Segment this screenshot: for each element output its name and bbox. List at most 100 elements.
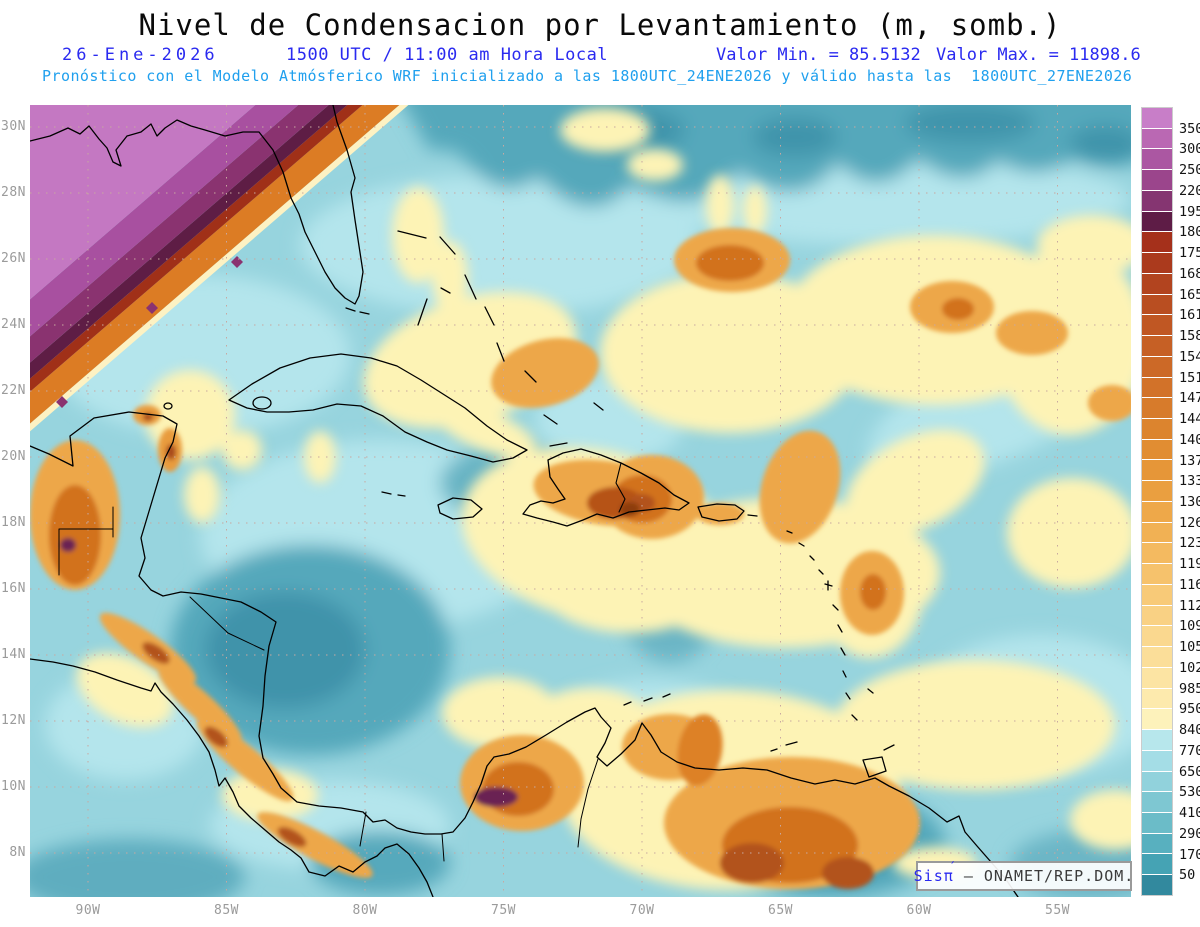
colorbar-block: [1142, 564, 1172, 584]
lon-tick-label: 70W: [629, 903, 655, 918]
colorbar-block: [1142, 419, 1172, 439]
value-max-label: Valor Max. = 11898.6: [936, 45, 1141, 65]
colorbar-tick-label: 2500: [1179, 162, 1200, 179]
colorbar-tick-label: 1615: [1179, 307, 1200, 324]
colorbar-tick-label: 650: [1179, 763, 1200, 780]
lat-tick-label: 24N: [1, 317, 26, 332]
colorbar-tick-label: 770: [1179, 742, 1200, 759]
band-diamond: [231, 256, 243, 268]
colorbar-block: [1142, 439, 1172, 460]
colorbar-block: [1142, 336, 1172, 356]
colorbar-tick-label: 985: [1179, 680, 1200, 697]
valid-time: 1500 UTC / 11:00 am Hora Local: [286, 45, 609, 65]
lon-tick-label: 85W: [214, 903, 239, 918]
colorbar-tick-label: 530: [1179, 784, 1200, 801]
colorbar-tick-label: 840: [1179, 722, 1200, 739]
coast-trinidad-tobago: [862, 744, 895, 778]
coastlines: [30, 105, 1019, 897]
colorbar-block: [1142, 128, 1172, 149]
colorbar-tick-label: 1800: [1179, 224, 1200, 241]
value-min-label: Valor Min. = 85.5132: [716, 45, 921, 65]
colorbar-tick-label: 1545: [1179, 348, 1200, 365]
colorbar-tick-label: 290: [1179, 825, 1200, 842]
border-haiti-dr: [615, 462, 626, 513]
colorbar-tick-label: 1160: [1179, 576, 1200, 593]
colorbar-block: [1142, 170, 1172, 190]
lon-tick-label: 60W: [906, 903, 932, 918]
colorbar-block: [1142, 647, 1172, 667]
lon-tick-label: 90W: [75, 903, 101, 918]
coast-tortuga: [549, 442, 568, 447]
coast-jamaica: [437, 497, 483, 520]
colorbar-block: [1142, 771, 1172, 792]
band-diamond: [56, 396, 68, 408]
colorbar-block: [1142, 273, 1172, 294]
colorbar-block: [1142, 232, 1172, 253]
colorbar-block: [1142, 149, 1172, 170]
colorbar-block: [1142, 605, 1172, 626]
coast-gulf-florida: [30, 105, 364, 305]
colorbar-tick-label: 1440: [1179, 411, 1200, 428]
colorbar-tick-label: 50: [1179, 867, 1196, 884]
watermark-brand: Sisπ ´: [913, 860, 957, 885]
colorbar-block: [1142, 750, 1172, 771]
coast-lesser-antilles: [786, 530, 874, 721]
lon-tick-label: 80W: [352, 903, 378, 918]
colorbar-block: [1142, 398, 1172, 419]
lat-tick-label: 18N: [1, 515, 26, 530]
coast-cuba: [228, 353, 528, 463]
colorbar-block: [1142, 543, 1172, 564]
colorbar-block: [1142, 211, 1172, 232]
colorbar-block: [1142, 190, 1172, 211]
lat-tick-label: 22N: [1, 383, 26, 398]
nw-high-lcl-band: [30, 105, 409, 432]
colorbar-block: [1142, 356, 1172, 377]
lat-tick-label: 14N: [1, 647, 26, 662]
lat-tick-label: 16N: [1, 581, 26, 596]
colorbar-tick-label: 1020: [1179, 659, 1200, 676]
watermark-source: – ONAMET/REP.DOM.: [963, 867, 1135, 885]
watermark-badge: Sisπ ´ – ONAMET/REP.DOM.: [913, 860, 1135, 891]
lat-tick-label: 28N: [1, 185, 26, 200]
colorbar-tick-label: 1580: [1179, 328, 1200, 345]
colorbar-block: [1142, 833, 1172, 854]
forecast-init-line: Pronóstico con el Modelo Atmósferico WRF…: [42, 67, 1133, 85]
colorbar-block: [1142, 522, 1172, 543]
colorbar-block: [1142, 315, 1172, 336]
lat-tick-label: 10N: [1, 779, 26, 794]
colorbar-tick-label: 1055: [1179, 639, 1200, 656]
colorbar-tick-label: 950: [1179, 701, 1200, 718]
colorbar-block: [1142, 709, 1172, 730]
colorbar-block: [1142, 730, 1172, 750]
colorbar-tick-label: 1650: [1179, 286, 1200, 303]
colorbar-tick-label: 1195: [1179, 556, 1200, 573]
map-canvas: [30, 105, 1131, 897]
coast-pacific-central-america: [30, 658, 434, 897]
colorbar-tick-label: 1370: [1179, 452, 1200, 469]
colorbar-block: [1142, 688, 1172, 709]
valid-date: 26-Ene-2026: [62, 45, 219, 65]
colorbar-tick-label: 1300: [1179, 494, 1200, 510]
coast-cozumel: [163, 402, 173, 410]
coast-isla-juventud: [252, 396, 272, 410]
colorbar-tick-label: 3000: [1179, 141, 1200, 158]
colorbar-block: [1142, 481, 1172, 501]
colorbar-block: [1142, 460, 1172, 481]
lat-tick-label: 8N: [9, 845, 26, 860]
coast-cayman: [381, 491, 406, 497]
colorbar-tick-label: 1475: [1179, 390, 1200, 407]
lat-tick-label: 26N: [1, 251, 26, 266]
colorbar-tick-label: 1090: [1179, 618, 1200, 635]
coast-yucatan-central-america: [30, 411, 1019, 897]
colorbar-tick-label: 1230: [1179, 535, 1200, 552]
watermark-accent: ´: [948, 860, 957, 874]
colorbar-block: [1142, 377, 1172, 398]
colorbar-tick-label: 1405: [1179, 431, 1200, 448]
colorbar-block: [1142, 501, 1172, 522]
colorbar: [1141, 107, 1173, 896]
colorbar-block: [1142, 854, 1172, 875]
colorbar-tick-label: 1335: [1179, 473, 1200, 490]
colorbar-tick-label: 1510: [1179, 369, 1200, 386]
colorbar-tick-label: 2200: [1179, 182, 1200, 199]
